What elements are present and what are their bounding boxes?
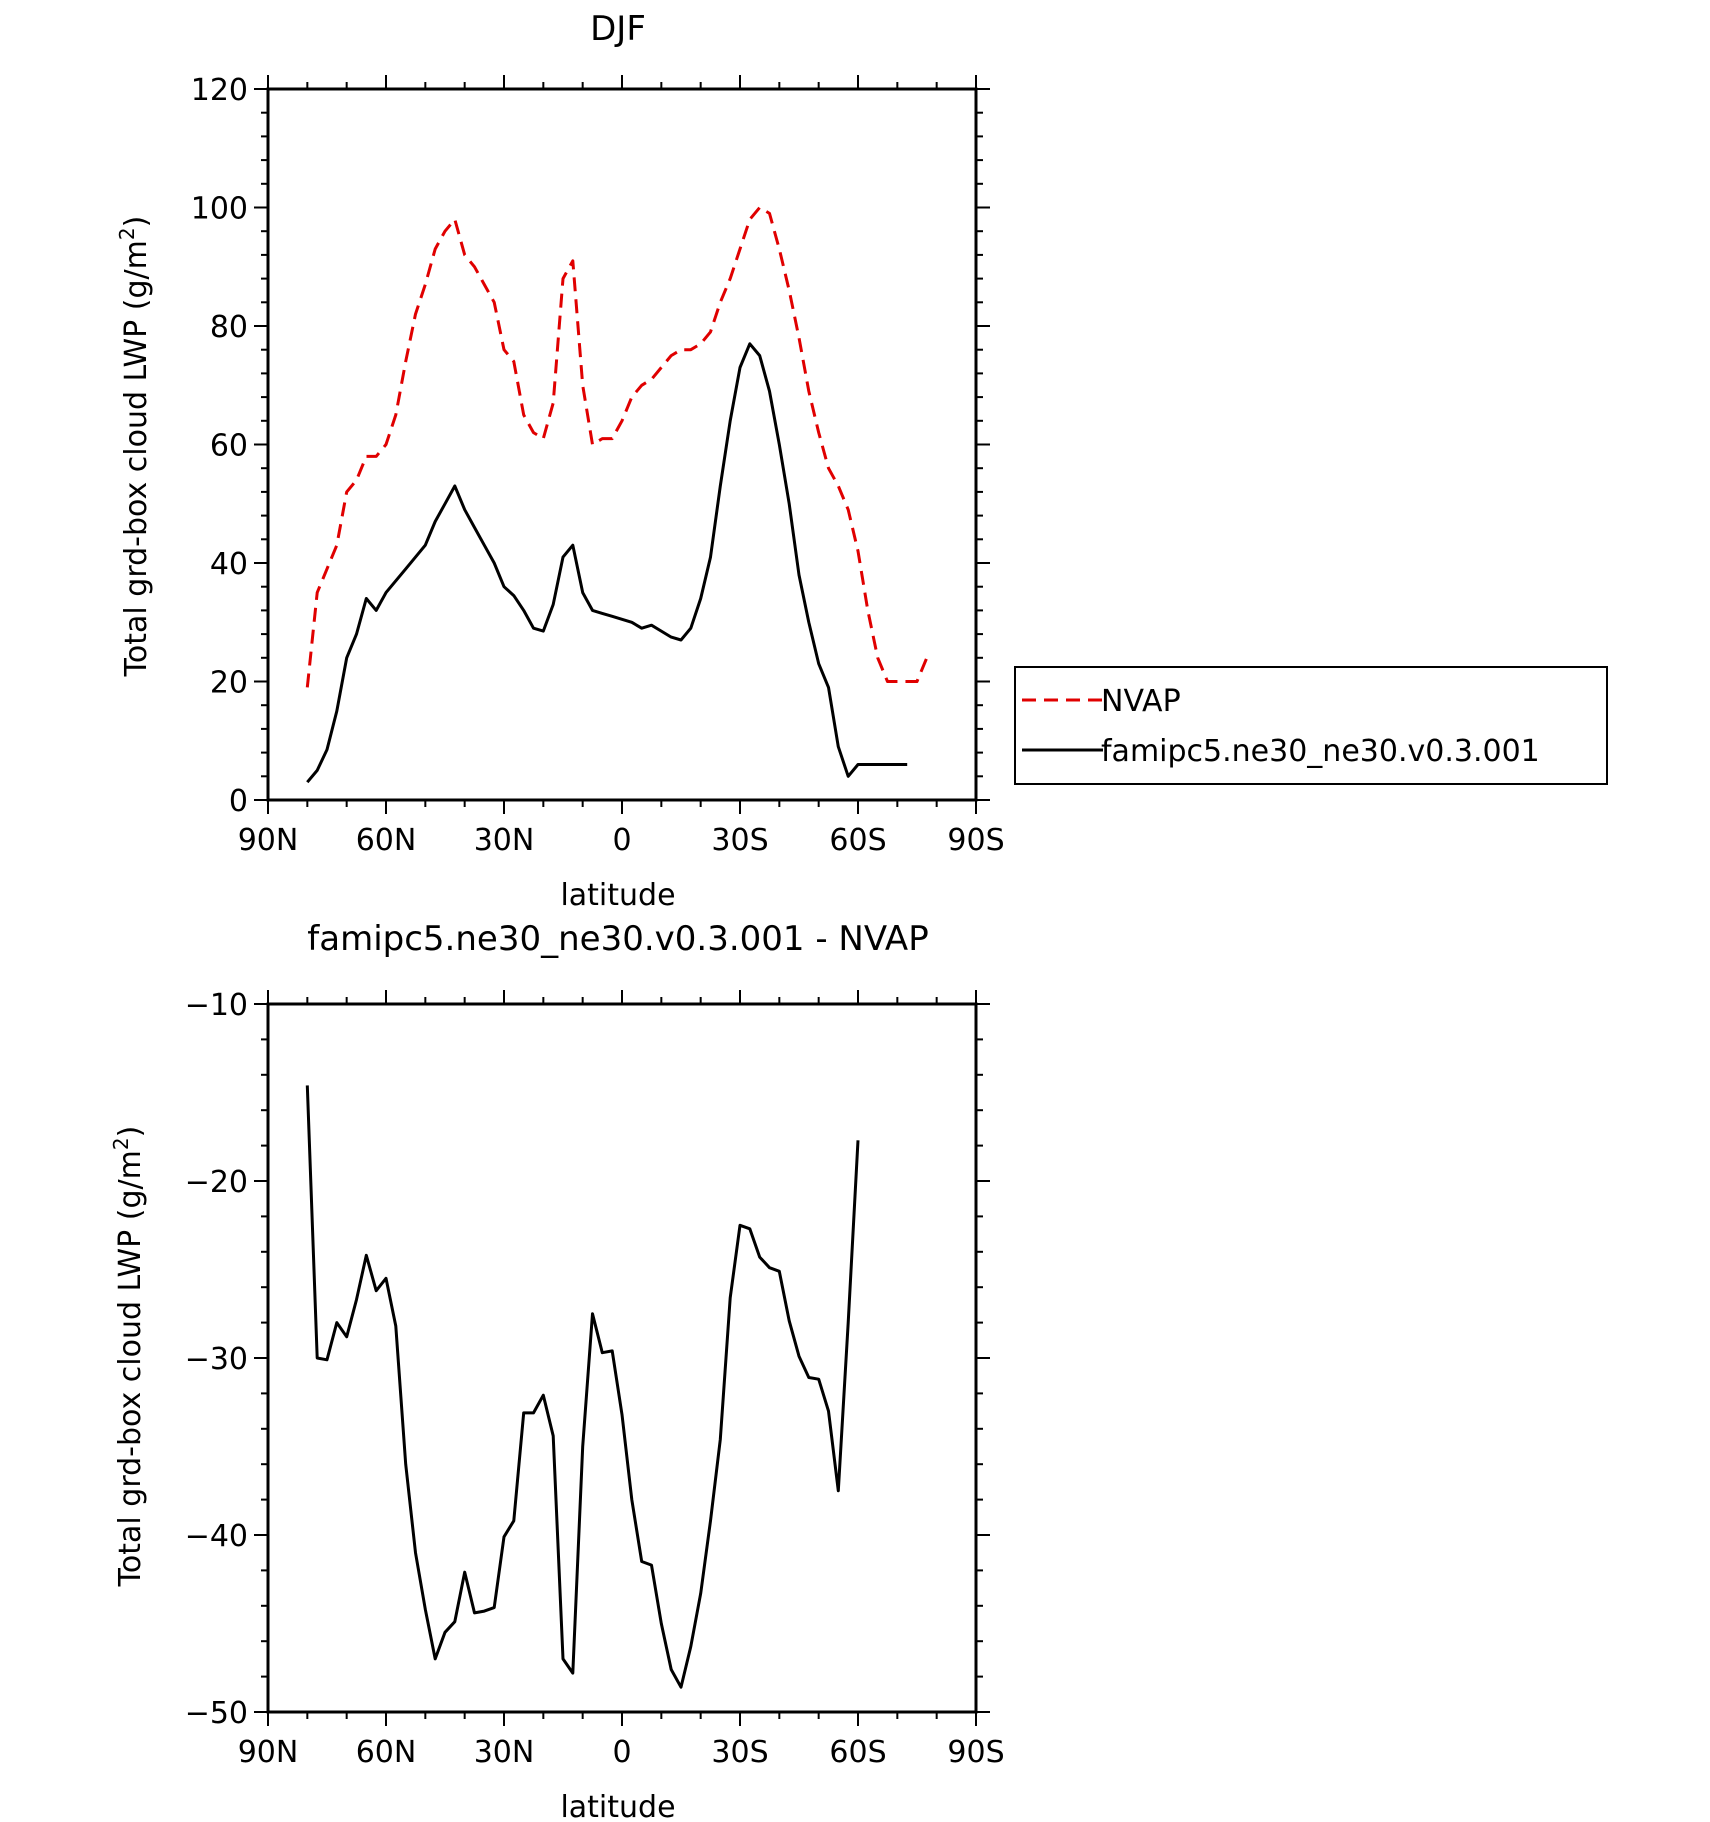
x-tick-label: 60N [356, 823, 417, 858]
y-axis-label: Total grd-box cloud LWP (g/m2) [115, 216, 154, 678]
plot-area: 90N 60N 30N 0 30S 60S 90S 0 20 40 60 80 100 120 [191, 73, 1005, 858]
x-tick-label: 30N [474, 823, 535, 858]
y-axis-label-close: ) [113, 1126, 148, 1138]
x-tick-label: 90N [238, 1735, 299, 1770]
x-tick-label: 90N [238, 823, 299, 858]
legend-label-model: famipc5.ne30_ne30.v0.3.001 [1101, 734, 1540, 769]
x-axis-label: latitude [560, 1790, 675, 1822]
y-tick-label: 0 [229, 784, 248, 819]
y-tick-label: 120 [191, 73, 248, 108]
x-tick-label: 30S [711, 823, 768, 858]
x-axis-label: latitude [560, 878, 675, 913]
y-tick-label: 20 [210, 666, 248, 701]
x-tick-label: 90S [947, 823, 1004, 858]
y-axis-label-text: Total grd-box cloud LWP (g/m [113, 1150, 148, 1587]
x-tick-label: 60N [356, 1735, 417, 1770]
chart-djf: DJF 90N 60N 30N 0 30S 60S 90S 0 20 40 60 80 100 120 l… [115, 9, 1608, 913]
x-tick-label: 30N [474, 1735, 535, 1770]
y-axis-label: Total grd-box cloud LWP (g/m2) [109, 1126, 148, 1588]
x-tick-label: 30S [711, 1735, 768, 1770]
plot-area: 90N 60N 30N 0 30S 60S 90S −50 −40 −30 −20 −10 [185, 988, 1005, 1770]
y-axis-label-close: ) [119, 216, 154, 228]
y-axis-label-superscript: 2 [115, 227, 139, 240]
x-tick-label: 0 [612, 1735, 631, 1770]
y-tick-label: −40 [185, 1519, 248, 1554]
y-tick-label: 60 [210, 429, 248, 464]
y-axis-label-text: Total grd-box cloud LWP (g/m [119, 240, 154, 677]
series-line-1 [306, 342, 908, 784]
chart-difference: famipc5.ne30_ne30.v0.3.001 - NVAP 90N 60N… [109, 919, 1005, 1822]
legend-label-nvap: NVAP [1101, 684, 1181, 719]
y-tick-label: 40 [210, 547, 248, 582]
y-tick-label: −20 [185, 1165, 248, 1200]
legend: NVAP famipc5.ne30_ne30.v0.3.001 [1014, 666, 1608, 785]
series-line-0 [305, 1085, 860, 1689]
y-axis-label-superscript: 2 [109, 1137, 133, 1150]
chart-title: famipc5.ne30_ne30.v0.3.001 - NVAP [307, 919, 928, 959]
y-tick-label: 80 [210, 310, 248, 345]
y-tick-label: −30 [185, 1342, 248, 1377]
y-tick-label: −50 [185, 1696, 248, 1731]
y-tick-label: −10 [185, 988, 248, 1023]
x-tick-label: 60S [829, 823, 886, 858]
chart-title: DJF [590, 9, 646, 49]
y-tick-label: 100 [191, 192, 248, 227]
x-tick-label: 90S [947, 1735, 1004, 1770]
plot-frame [266, 1002, 978, 1714]
series-line-0 [305, 206, 929, 688]
plot-frame [266, 87, 978, 802]
legend-box [1014, 666, 1608, 785]
x-tick-label: 60S [829, 1735, 886, 1770]
x-tick-label: 0 [612, 823, 631, 858]
